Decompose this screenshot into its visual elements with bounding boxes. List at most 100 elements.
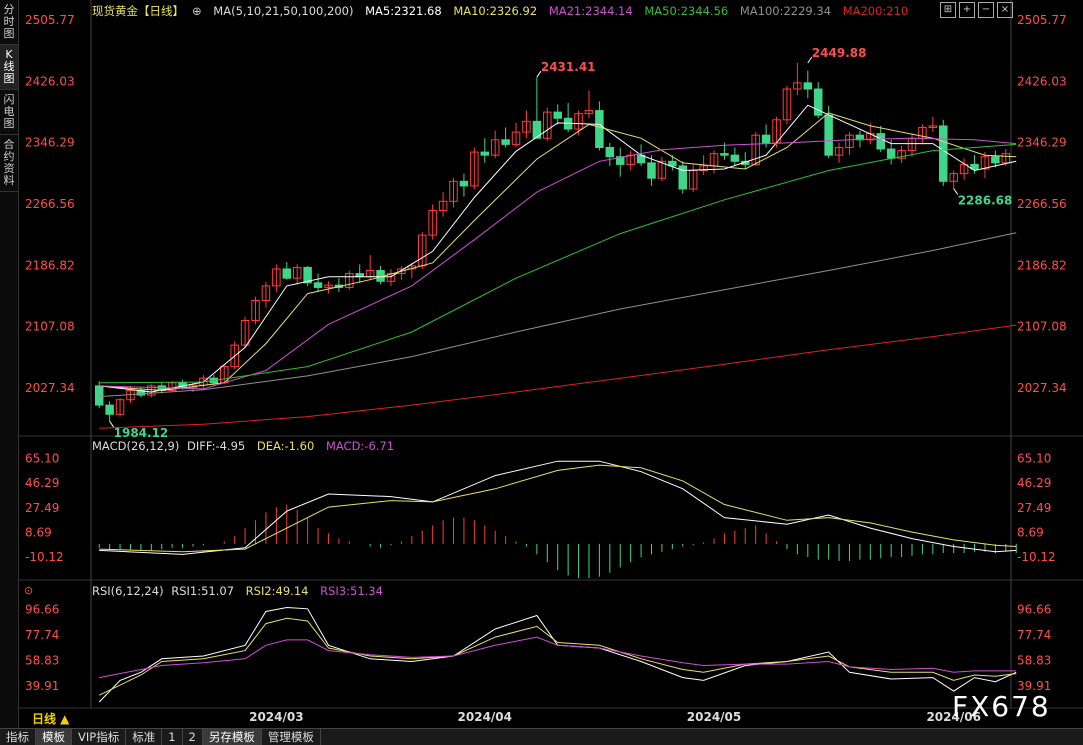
candle-body-40: [511, 131, 521, 145]
price-tick-right-1: 2426.03: [1017, 74, 1067, 88]
candle-body-47: [584, 110, 594, 115]
candle-body-58: [699, 165, 708, 172]
price-tick-left-1: 2426.03: [25, 74, 75, 88]
candle-body-32: [428, 210, 437, 236]
price-tick-right-5: 2107.08: [1017, 320, 1067, 334]
annotation-pointer-1: [536, 70, 542, 78]
rsi1-value: RSI1:51.07: [171, 584, 235, 598]
macd-dea-line: [99, 464, 1017, 553]
settings-icon[interactable]: ⊙: [24, 584, 34, 597]
candle-body-1: [105, 404, 114, 415]
watermark-logo: FX678: [952, 690, 1051, 723]
price-tick-right-6: 2027.34: [1017, 381, 1067, 395]
chart-canvas[interactable]: 2505.77 2505.77 2426.03 2426.03 2346.29 2346.…: [19, 0, 1083, 728]
candle-body-83: [959, 163, 969, 175]
candle-body-35: [459, 180, 469, 187]
candle-body-0: [94, 385, 104, 406]
price-tick-left-6: 2027.34: [25, 381, 75, 395]
bottom-toolbar: 指标 模板 VIP指标 标准 1 2 另存模板 管理模板: [0, 728, 1083, 745]
x-tick-2: 2024/05: [687, 710, 741, 724]
macd-tick-right-0: 65.10: [1017, 451, 1051, 465]
ma10-value: MA10:2326.92: [453, 4, 538, 18]
candle-body-13: [230, 344, 239, 368]
candle-body-43: [543, 111, 552, 139]
macd-tick-left-4: -10.12: [25, 550, 64, 564]
ma200-value: MA200:210: [842, 4, 909, 18]
x-tick-1: 2024/04: [458, 710, 512, 724]
candle-body-33: [438, 200, 448, 212]
macd-tick-right-1: 46.29: [1017, 476, 1051, 490]
annotation-label-1: 2431.41: [541, 60, 596, 74]
zoom-in-icon[interactable]: +: [959, 2, 975, 18]
bottom-tab-4[interactable]: 1: [162, 729, 183, 745]
candle-body-19: [292, 266, 302, 279]
chart-toolbar: ⊞ + − ×: [940, 2, 1013, 18]
bottom-tab-3[interactable]: 标准: [126, 729, 163, 745]
rsi-label: RSI(6,12,24): [92, 584, 164, 598]
macd-tick-left-3: 8.69: [25, 525, 52, 539]
candle-body-81: [939, 125, 948, 182]
candle-body-85: [980, 156, 990, 170]
candle-body-67: [793, 82, 802, 90]
candle-body-29: [397, 268, 406, 275]
rsi1-line: [98, 606, 1017, 703]
ma21-value: MA21:2344.14: [548, 4, 633, 18]
rsi3-value: RSI3:51.34: [320, 584, 383, 598]
candle-body-50: [615, 156, 625, 165]
candle-body-18: [282, 268, 292, 279]
price-tick-right-2: 2346.29: [1017, 136, 1067, 150]
candle-body-21: [313, 282, 323, 288]
rsi-tick-left-2: 58.83: [25, 653, 59, 667]
price-tick-left-2: 2346.29: [25, 136, 75, 150]
candle-body-70: [824, 114, 833, 156]
rsi-tick-left-0: 96.66: [25, 602, 59, 616]
macd-tick-left-0: 65.10: [25, 451, 59, 465]
bottom-tab-6[interactable]: 另存模板: [202, 729, 262, 745]
candle-body-72: [845, 134, 854, 148]
bottom-tab-1[interactable]: 模板: [36, 729, 72, 745]
sidebar-tab-2[interactable]: 闪电图: [0, 90, 18, 135]
candle-body-68: [803, 82, 813, 90]
candle-body-17: [272, 268, 281, 287]
ma21-line: [99, 137, 1017, 390]
x-tick-0: 2024/03: [249, 710, 303, 724]
candle-body-56: [678, 165, 688, 190]
annotation-pointer-2: [807, 56, 813, 64]
macd-diff-line: [99, 460, 1017, 555]
candle-body-63: [751, 134, 760, 165]
close-icon[interactable]: ×: [997, 2, 1013, 18]
ma50-value: MA50:2344.56: [644, 4, 729, 18]
candle-body-82: [949, 173, 958, 182]
annotation-pointer-3: [953, 188, 959, 195]
candle-body-64: [761, 134, 771, 144]
symbol-label[interactable]: 现货黄金【日线】: [92, 4, 184, 18]
price-tick-left-3: 2266.56: [25, 197, 75, 211]
bottom-tab-2[interactable]: VIP指标: [72, 729, 127, 745]
candle-body-37: [480, 151, 490, 156]
ma200-line: [99, 324, 1017, 429]
macd-tick-right-4: -10.12: [1017, 550, 1056, 564]
zoom-out-icon[interactable]: −: [978, 2, 994, 18]
rsi3-line: [99, 636, 1017, 679]
bottom-tab-7[interactable]: 管理模板: [262, 729, 321, 745]
rsi-tick-right-3: 39.91: [1017, 679, 1051, 693]
candle-body-87: [1001, 153, 1011, 164]
candle-body-46: [574, 113, 583, 130]
candle-body-36: [470, 151, 479, 187]
bottom-tab-0[interactable]: 指标: [0, 729, 36, 745]
main-legend: 现货黄金【日线】 ⊕ MA(5,10,21,50,100,200) MA5:232…: [92, 4, 909, 18]
bottom-tab-5[interactable]: 2: [183, 729, 203, 745]
price-tick-right-3: 2266.56: [1017, 197, 1067, 211]
candle-body-24: [345, 273, 354, 288]
sidebar-tab-0[interactable]: 分时图: [0, 0, 18, 45]
sidebar-tab-3[interactable]: 合约资料: [0, 135, 18, 192]
rsi-tick-right-2: 58.83: [1017, 653, 1051, 667]
candle-body-76: [886, 148, 896, 159]
macd-diff: DIFF:-4.95: [187, 439, 246, 453]
ma50-line: [99, 143, 1017, 384]
period-selector[interactable]: 日线 ▲: [32, 712, 70, 726]
crosshair-icon[interactable]: ⊞: [940, 2, 956, 18]
candle-body-41: [522, 120, 531, 133]
